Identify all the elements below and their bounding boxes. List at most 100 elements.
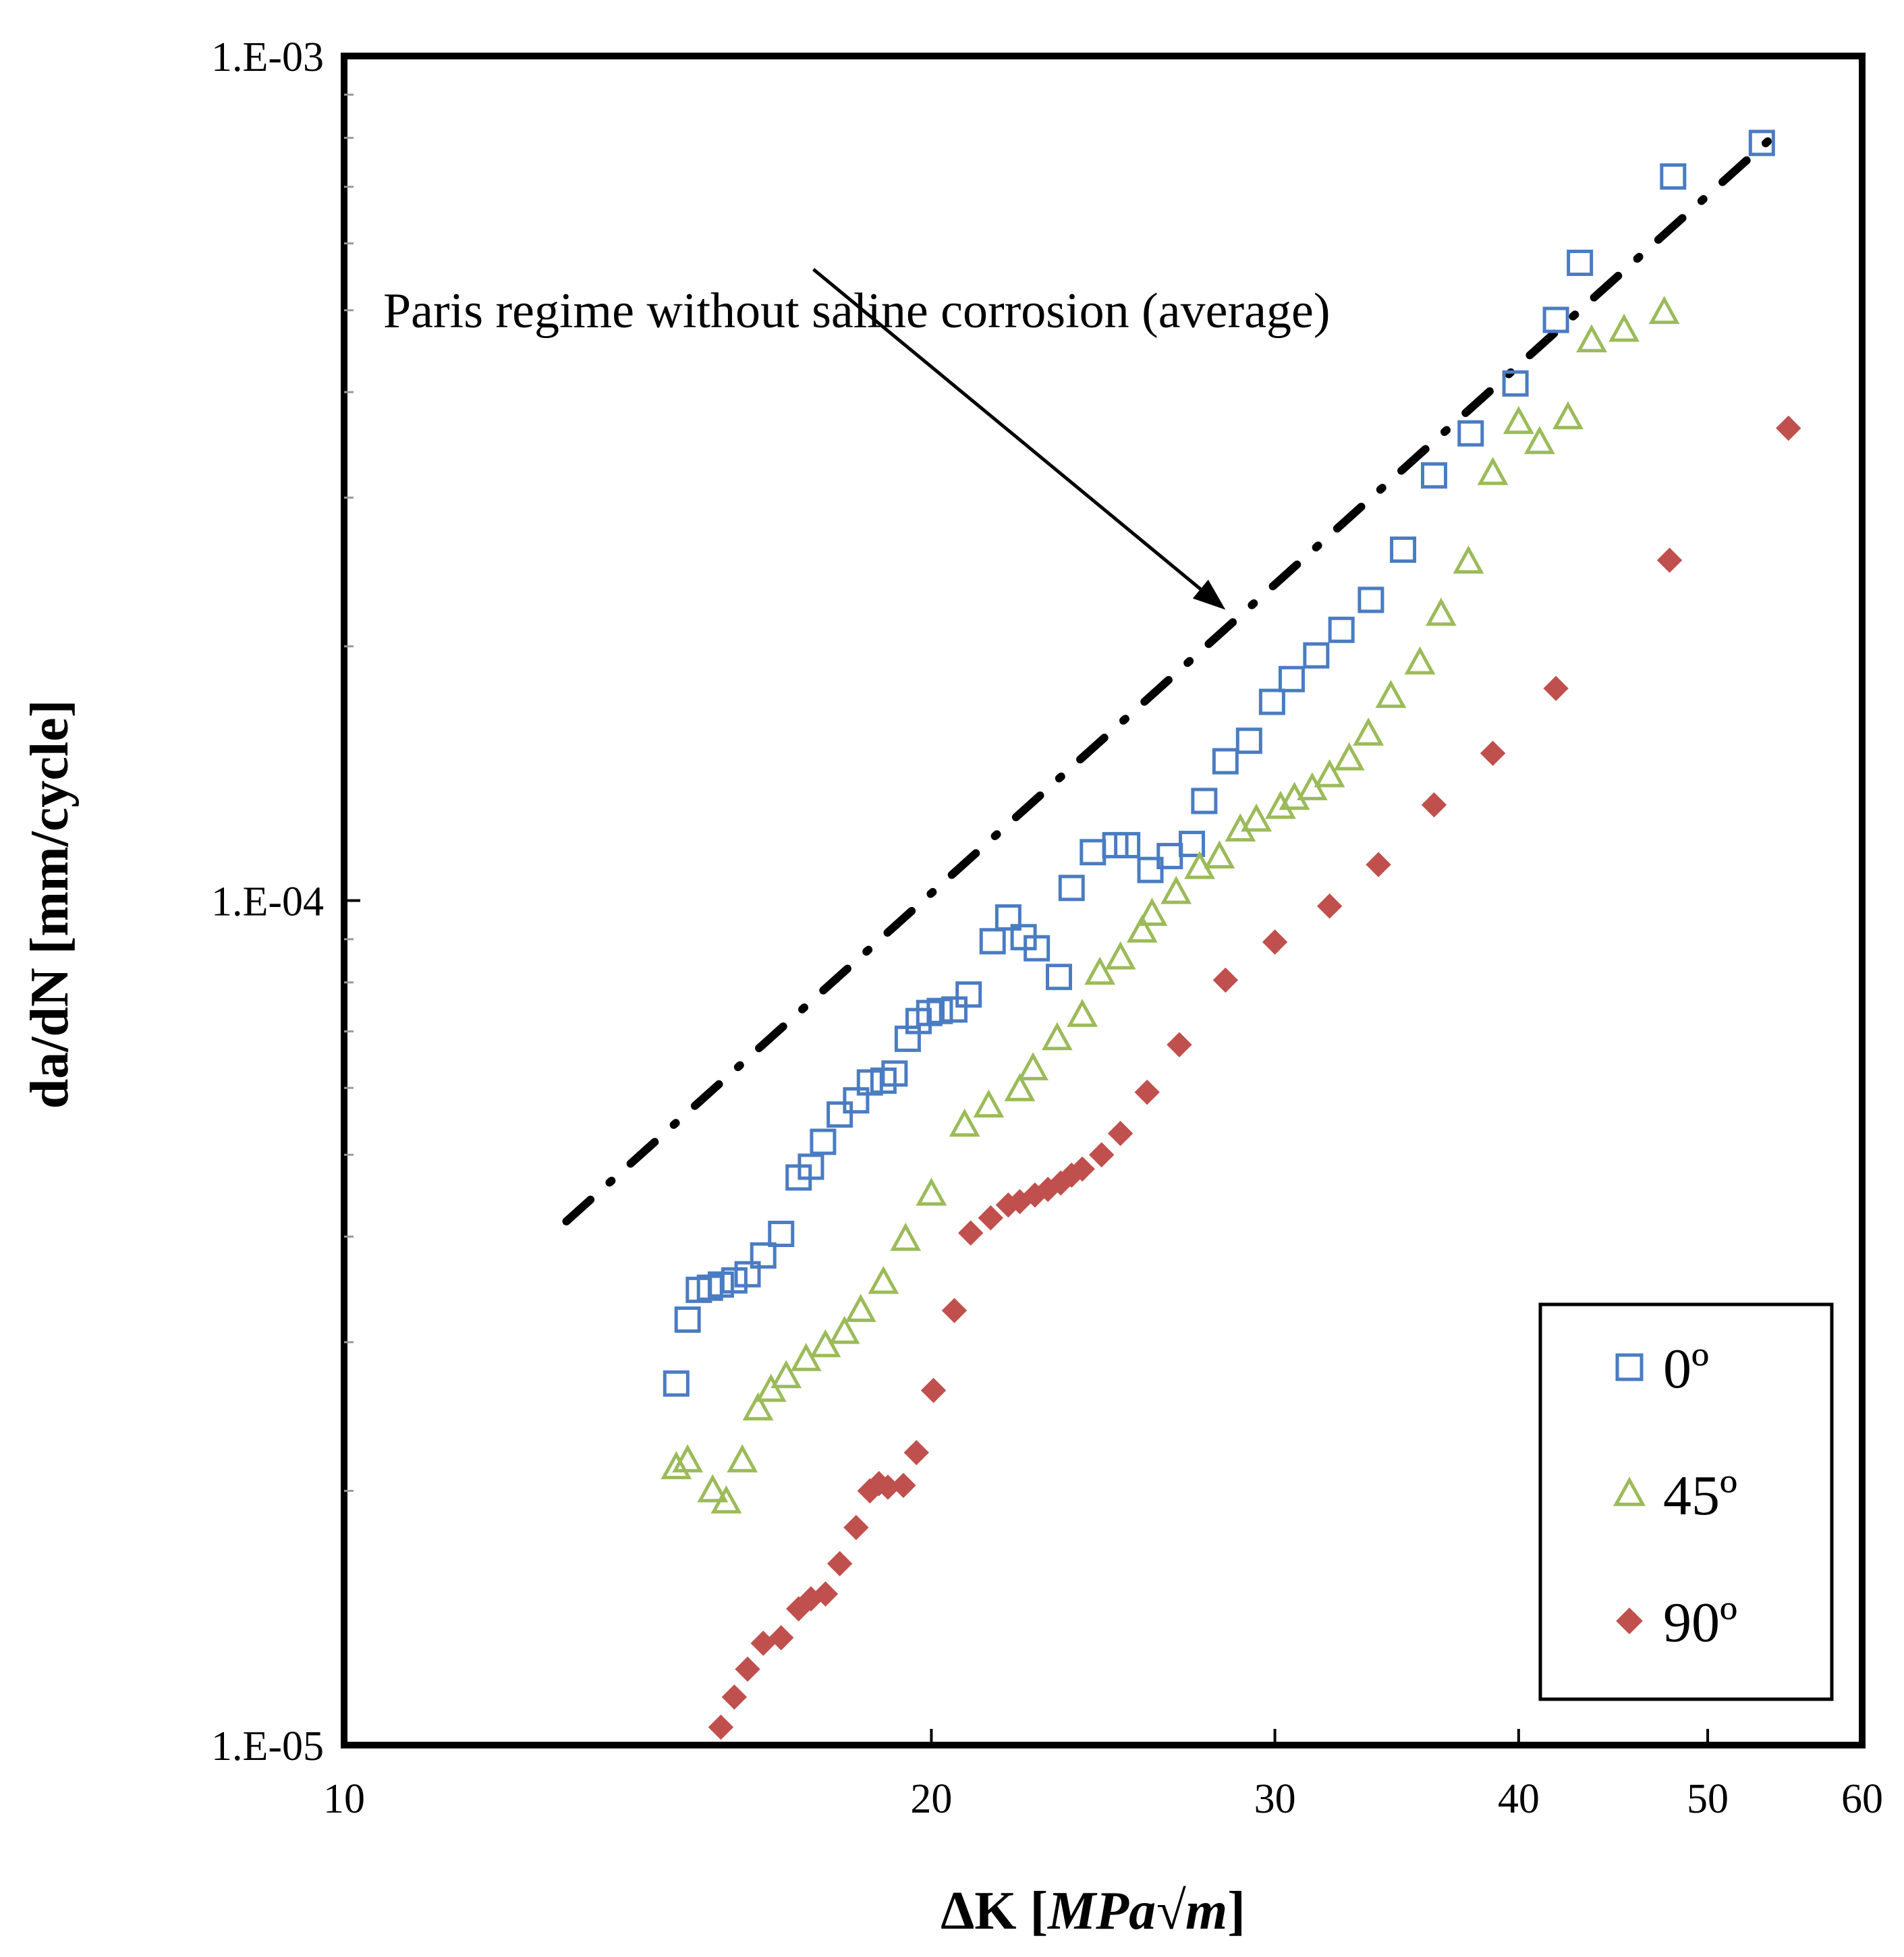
data-point (1235, 727, 1262, 754)
data-point (1542, 306, 1569, 333)
x-tick-label: 50 (1687, 1776, 1729, 1822)
data-point (1104, 941, 1136, 970)
data-point (1179, 831, 1206, 858)
data-point (1567, 249, 1594, 276)
data-point (827, 1551, 853, 1576)
data-point (1333, 742, 1365, 771)
data-point (920, 1377, 947, 1404)
data-point (1648, 296, 1680, 325)
data-point (721, 1684, 748, 1710)
legend-entries: 0º 45º 90º (1613, 1338, 1737, 1654)
data-point (1390, 536, 1417, 563)
data-point (829, 1315, 860, 1344)
data-point (881, 1060, 908, 1087)
series-layer (661, 130, 1801, 1740)
data-point (1191, 788, 1218, 815)
data-point (1046, 964, 1073, 991)
data-point (1004, 1073, 1036, 1101)
data-point (1058, 875, 1085, 902)
data-point (1316, 893, 1343, 919)
data-point (1069, 1156, 1095, 1182)
data-point (1303, 642, 1330, 669)
data-point (1134, 1079, 1160, 1105)
y-axis-ticks: 1.E-05 1.E-04 1.E-03 (211, 34, 360, 1769)
data-point (1420, 462, 1447, 489)
data-point (810, 1329, 841, 1358)
paris-regime-reference-line (562, 126, 1785, 1225)
data-point (1035, 1176, 1061, 1203)
data-point (843, 1087, 870, 1114)
data-point (978, 1205, 1004, 1231)
data-point (1067, 999, 1098, 1027)
data-point (742, 1392, 774, 1421)
data-point (755, 1373, 787, 1402)
data-point (798, 1586, 824, 1611)
data-point (1375, 680, 1407, 709)
data-point (890, 1222, 922, 1251)
data-point (1543, 676, 1569, 701)
data-point (856, 1069, 883, 1096)
data-point (941, 996, 968, 1023)
x-tick-label: 10 (323, 1776, 365, 1822)
data-point (827, 1101, 853, 1128)
data-point (1453, 545, 1484, 574)
data-point (875, 1474, 901, 1500)
data-point (1041, 1022, 1073, 1051)
x-axis-label-main: ΔK [ (941, 1881, 1048, 1941)
legend-label: 90º (1663, 1591, 1737, 1654)
series-0 (663, 130, 1775, 1397)
data-point (1366, 852, 1391, 877)
data-point (845, 1294, 876, 1322)
data-point (955, 981, 982, 1008)
data-point (949, 1108, 980, 1137)
data-point (1107, 1120, 1133, 1147)
data-point (750, 1630, 776, 1656)
data-point (1748, 130, 1775, 157)
data-point (1022, 1182, 1048, 1208)
y-axis-label: da/dN [mm/cycle] (20, 700, 80, 1109)
annotation-arrowhead (1192, 580, 1226, 610)
data-point (1357, 586, 1384, 613)
data-point (697, 1474, 729, 1503)
data-point (1404, 646, 1436, 675)
data-point (1007, 1189, 1033, 1215)
data-point (810, 1128, 837, 1155)
legend-marker (1613, 1477, 1646, 1506)
legend-label: 45º (1663, 1464, 1737, 1527)
x-tick-label: 20 (910, 1776, 952, 1822)
data-point (891, 1472, 916, 1498)
y-tick-label: 1.E-05 (211, 1724, 324, 1769)
data-point (903, 1439, 929, 1466)
data-point (1126, 914, 1158, 943)
data-point (812, 1581, 839, 1607)
data-point (721, 1267, 748, 1294)
data-point (1353, 717, 1384, 746)
data-point (790, 1343, 822, 1371)
data-point (1136, 898, 1168, 926)
legend-marker (1615, 1353, 1644, 1381)
x-axis-label: ΔK [MPa√m] (941, 1881, 1245, 1941)
x-tick-label: 40 (1498, 1776, 1540, 1822)
legend-box (1538, 1302, 1834, 1701)
data-point (674, 1306, 701, 1333)
data-point (1212, 748, 1239, 775)
series-1 (661, 296, 1680, 1514)
data-point (1776, 415, 1801, 441)
data-point (1264, 790, 1296, 819)
data-point (1212, 967, 1239, 993)
data-point (768, 1220, 795, 1247)
data-point (1660, 163, 1687, 190)
data-point (1656, 547, 1683, 573)
data-point (661, 1451, 692, 1479)
data-point (1503, 406, 1534, 435)
data-point (1114, 831, 1141, 858)
data-point (1457, 420, 1484, 447)
data-point (979, 928, 1006, 955)
data-point (1477, 457, 1509, 485)
y-tick-label: 1.E-03 (211, 34, 324, 80)
data-point (707, 1271, 734, 1298)
data-point (941, 1298, 968, 1323)
data-point (1421, 792, 1447, 818)
data-point (1160, 875, 1192, 904)
